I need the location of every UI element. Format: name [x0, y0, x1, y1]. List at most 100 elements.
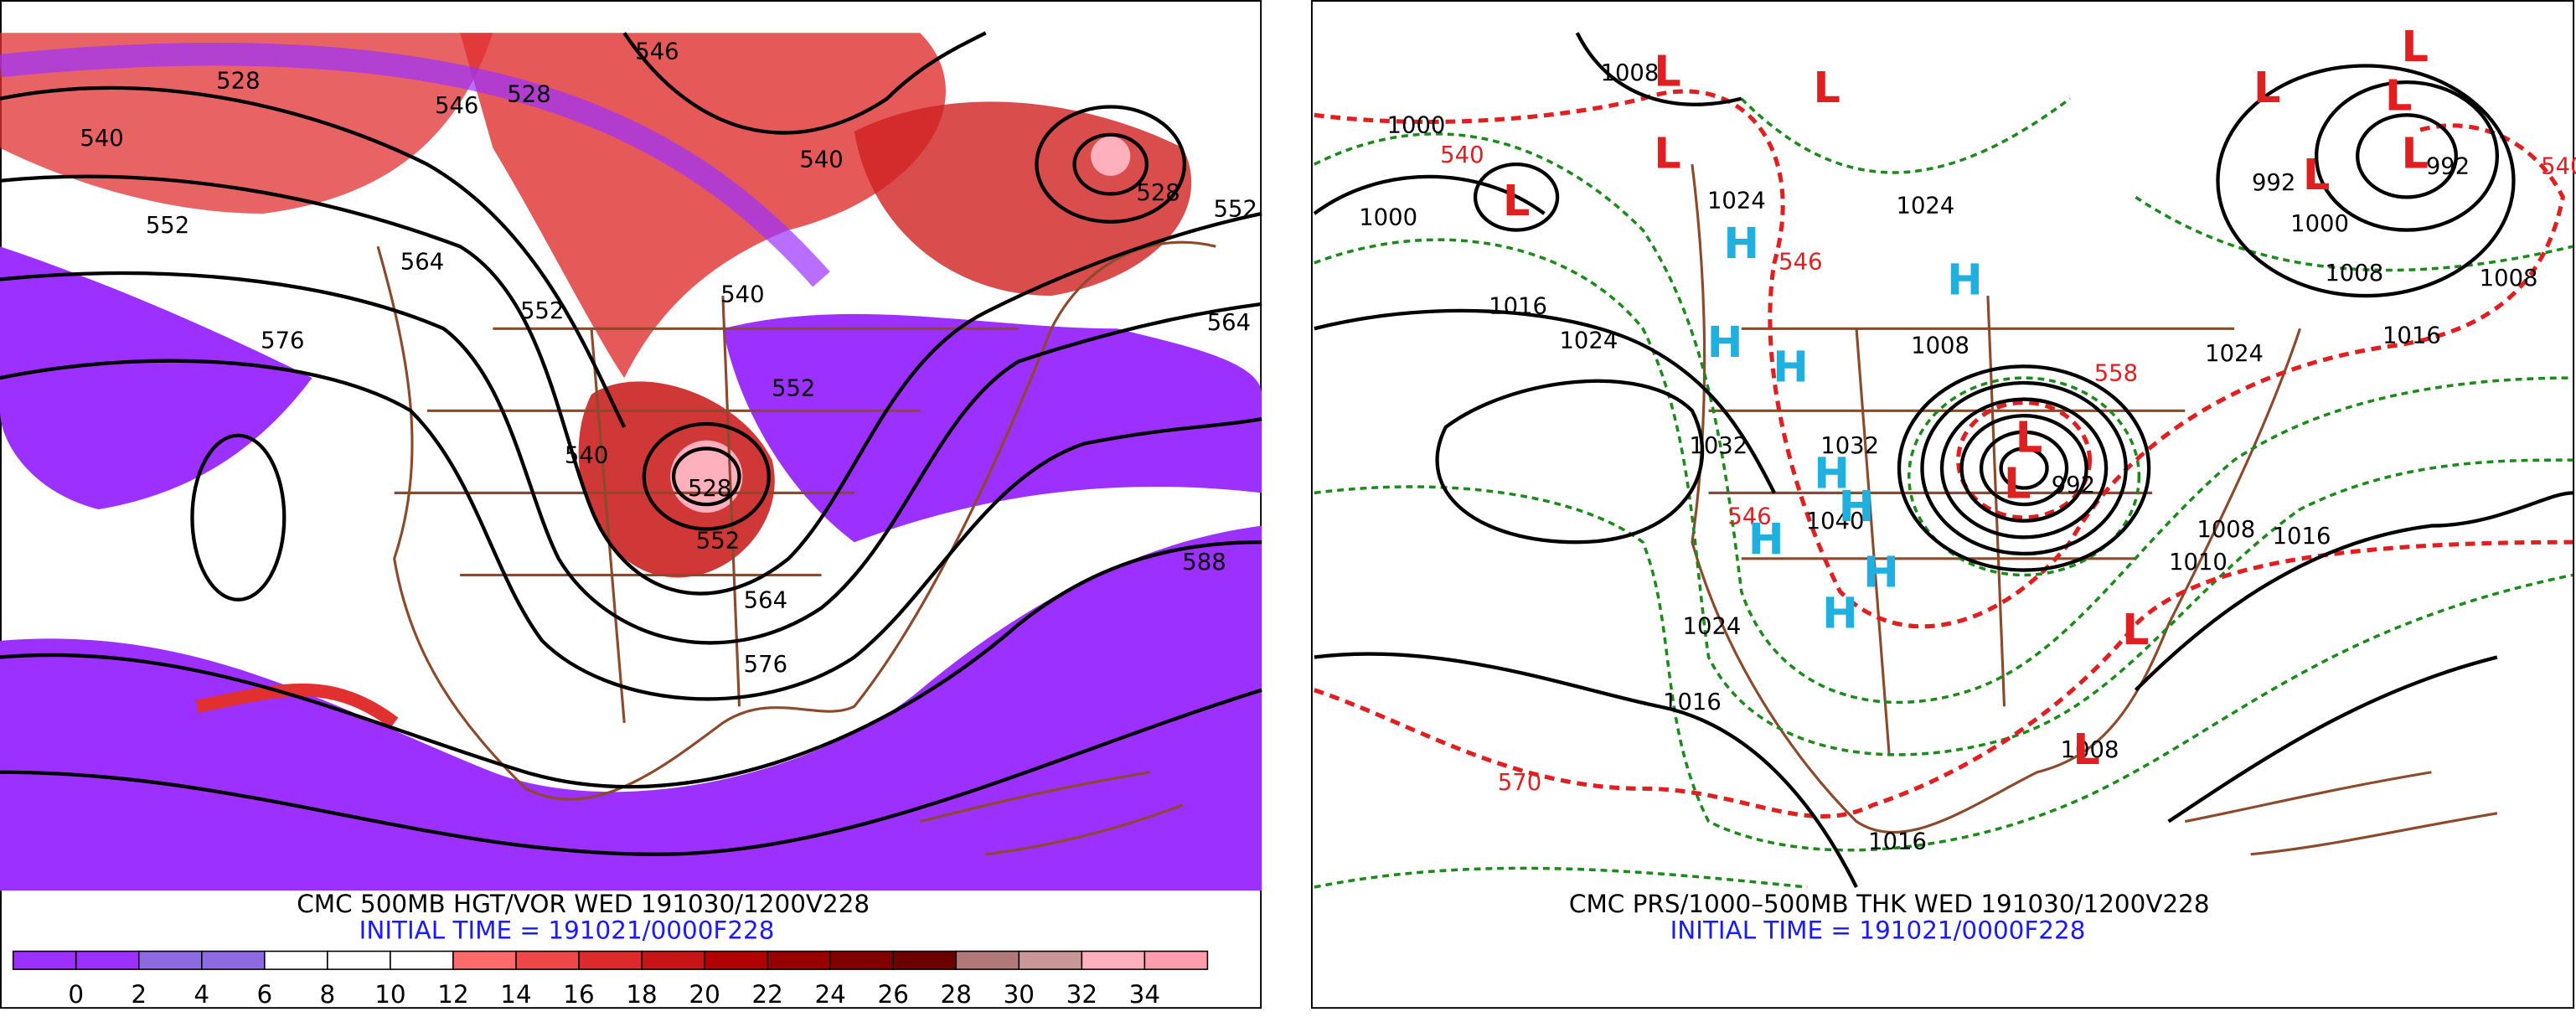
colorbar-swatch	[1081, 950, 1146, 970]
low-center: L	[2122, 606, 2149, 655]
right-title: CMC PRS/1000–500MB THK WED 191030/1200V2…	[1569, 890, 2210, 918]
colorbar-label: 28	[941, 980, 972, 1009]
thickness-label: 570	[1498, 770, 1541, 796]
contour-label: 528	[688, 476, 731, 502]
colorbar-swatch	[515, 950, 580, 970]
contour-label: 564	[1207, 310, 1251, 336]
colorbar-swatch	[767, 950, 831, 970]
colorbar-label: 30	[1004, 980, 1035, 1009]
colorbar-label: 6	[256, 980, 272, 1009]
contour-label: 576	[261, 328, 304, 354]
low-center: L	[2402, 129, 2429, 178]
isobar	[1939, 397, 2109, 539]
colorbar-label: 4	[194, 980, 209, 1009]
colorbar-label: 22	[751, 980, 782, 1009]
contour-label: 552	[146, 213, 189, 239]
isobar-label: 1016	[1868, 829, 1927, 855]
contour	[1072, 132, 1149, 196]
contour	[0, 85, 627, 428]
coastline	[919, 771, 1184, 856]
isobar	[1314, 308, 1776, 494]
colorbar-swatch	[75, 950, 140, 970]
vorticity-field	[0, 33, 1262, 891]
left-subtitle: INITIAL TIME = 191021/0000F228	[359, 916, 775, 944]
low-center: L	[2073, 725, 2099, 775]
high-center: H	[1707, 318, 1743, 368]
isobar-label: 1016	[1663, 689, 1722, 715]
colorbar-label: 24	[814, 980, 845, 1009]
contour-label: 552	[772, 375, 815, 401]
high-center: H	[1814, 450, 1850, 499]
isobar-label: 992	[2426, 154, 2470, 180]
colorbar-swatch	[578, 950, 643, 970]
high-center: H	[1748, 515, 1784, 565]
contour	[622, 31, 987, 135]
high-center: H	[1822, 589, 1858, 638]
isobar-label: 1000	[1359, 204, 1417, 230]
contour	[671, 447, 741, 507]
thickness-contour	[1314, 485, 2573, 852]
pressure-labels: 1000 1008 1000 1016 1024 1024 1024 1008 1032 1032…	[1359, 23, 2576, 855]
low-center: L	[2402, 23, 2429, 72]
isobar-label: 1024	[1683, 614, 1742, 640]
colorbar-swatch	[1143, 950, 1209, 970]
colorbar-label: 16	[563, 980, 594, 1009]
colorbar-swatch	[201, 950, 266, 970]
colorbar-swatch	[137, 950, 203, 970]
thickness-contour	[1956, 400, 2093, 520]
high-center: H	[1839, 483, 1875, 532]
colorbar-swatch	[641, 950, 705, 970]
low-center: L	[1654, 129, 1680, 178]
high-center: H	[1723, 219, 1759, 269]
high-center: H	[1773, 343, 1809, 392]
low-center: L	[1503, 177, 1530, 226]
right-subtitle: INITIAL TIME = 191021/0000F228	[1670, 916, 2086, 944]
thickness-contour	[1907, 376, 2141, 577]
colorbar-swatch	[452, 950, 517, 970]
low-center: L	[2253, 64, 2280, 113]
colorbar-label: 20	[689, 980, 720, 1009]
isobar	[2314, 80, 2500, 232]
contour	[0, 271, 1262, 645]
isobar-label: 1000	[1387, 113, 1446, 139]
contour-label: 528	[1136, 180, 1180, 206]
isobar-label: 1008	[1911, 333, 1969, 359]
contour	[0, 540, 1262, 789]
contour-label: 540	[799, 147, 843, 173]
isobar-label: 1032	[1689, 433, 1747, 459]
colorbar-label: 0	[68, 980, 84, 1009]
isobar-label: 1008	[2325, 261, 2383, 287]
contour	[0, 359, 1262, 701]
contour-label: 546	[435, 93, 478, 119]
low-center: L	[2016, 414, 2042, 463]
vorticity-band	[195, 683, 399, 729]
colorbar-swatch	[704, 950, 768, 970]
thickness-green	[1314, 97, 2573, 889]
high-center: H	[1947, 256, 1983, 305]
isobar	[1920, 380, 2128, 556]
thickness-label: 546	[1727, 503, 1771, 529]
vorticity-max	[670, 440, 743, 513]
contour	[642, 421, 771, 531]
low-center: L	[1654, 47, 1680, 96]
colorbar: 0 2 4 6 8 10 12 14 16 18 20 22 24 26 28 30 32 34	[12, 950, 1209, 1009]
colorbar-label: 2	[131, 980, 147, 1009]
isobar	[1313, 32, 1742, 215]
contour-label: 552	[696, 529, 740, 555]
thickness-contour	[1314, 89, 2565, 629]
isobar-label: 1008	[2061, 737, 2119, 763]
isobar-label: 1008	[2197, 517, 2255, 543]
contour-label: 564	[400, 249, 444, 275]
isobars	[1313, 32, 2573, 888]
isobar-label: 1016	[2382, 323, 2441, 349]
isobar	[1959, 414, 2088, 523]
low-center: L	[2004, 460, 2031, 509]
isobar-label: 1040	[1806, 508, 1865, 534]
isobar-label: 1000	[2290, 211, 2349, 237]
height-contours	[0, 31, 1262, 856]
colorbar-swatch	[829, 950, 895, 970]
thickness-contour	[1314, 238, 2573, 756]
isobar	[1314, 652, 1858, 888]
contour-label: 546	[635, 39, 679, 65]
